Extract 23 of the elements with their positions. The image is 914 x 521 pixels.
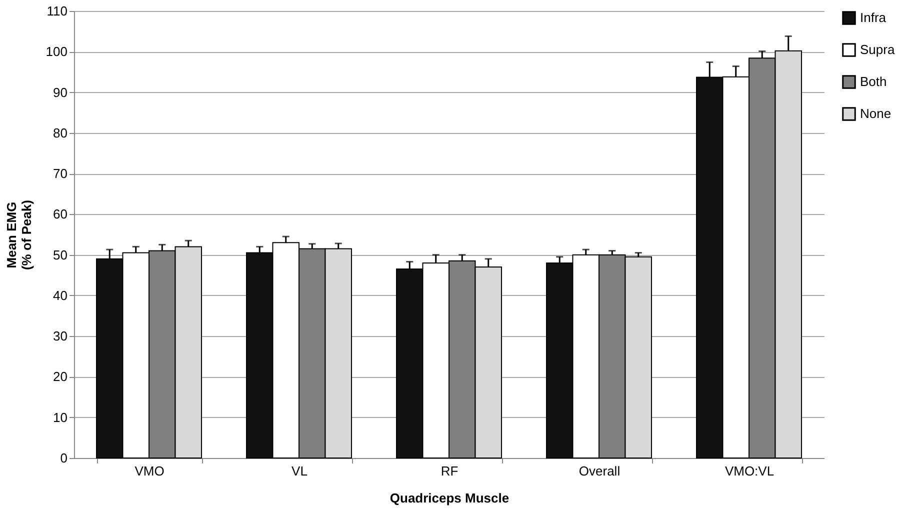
x-tick-label: Overall bbox=[578, 464, 620, 478]
x-tick-label: VMO:VL bbox=[724, 464, 774, 478]
y-tick-label: 40 bbox=[53, 288, 68, 303]
y-tick-label: 20 bbox=[53, 369, 68, 384]
x-axis-title: Quadriceps Muscle bbox=[390, 490, 510, 506]
legend-label: None bbox=[860, 106, 892, 121]
y-tick-label: 10 bbox=[53, 410, 68, 425]
x-tick-label: RF bbox=[440, 464, 458, 478]
y-tick-label: 100 bbox=[46, 44, 68, 60]
y-tick-label: 50 bbox=[53, 247, 68, 262]
legend-label: Both bbox=[860, 74, 887, 89]
y-tick-label: 80 bbox=[53, 125, 68, 140]
legend-label: Supra bbox=[860, 42, 896, 57]
y-tick-label: 0 bbox=[60, 450, 68, 466]
y-tick-label: 90 bbox=[53, 84, 68, 100]
legend-label: Infra bbox=[860, 10, 887, 25]
y-axis-title: Mean EMG (% of Peak) bbox=[4, 200, 34, 270]
x-tick-label: VMO bbox=[134, 464, 164, 478]
y-tick-label: 70 bbox=[53, 166, 68, 182]
y-tick-label: 110 bbox=[46, 4, 68, 18]
y-tick-label: 30 bbox=[53, 328, 68, 344]
x-tick-label: VL bbox=[292, 464, 308, 478]
y-tick-label: 60 bbox=[53, 206, 68, 222]
